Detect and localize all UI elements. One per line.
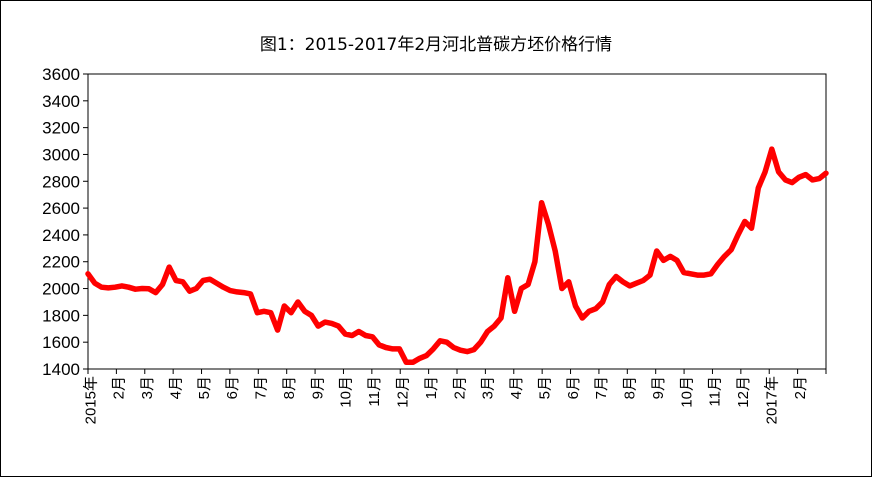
y-tick-label: 3400 xyxy=(42,92,80,111)
y-tick-label: 3000 xyxy=(42,145,80,164)
x-tick-label: 4月 xyxy=(508,376,525,399)
x-axis-ticks: 2015年 2月 3月 4月 5月 6月 7月 8月 9月 10月 11月 12月 1月 2月 3月 4月 5月… xyxy=(82,369,827,424)
x-tick-label: 11月 xyxy=(707,376,724,407)
x-tick-label: 2月 xyxy=(792,376,809,399)
x-tick-label: 5月 xyxy=(196,376,213,399)
x-tick-label: 7月 xyxy=(593,376,610,399)
x-tick-label: 9月 xyxy=(309,376,326,399)
y-tick-label: 1400 xyxy=(42,360,80,379)
y-tick-label: 2400 xyxy=(42,226,80,245)
plot-area-border xyxy=(87,73,827,370)
x-tick-label: 9月 xyxy=(650,376,667,399)
x-tick-label: 11月 xyxy=(366,376,383,407)
price-series-line xyxy=(85,146,829,366)
x-tick-label: 2017年 xyxy=(763,376,780,424)
series-layer xyxy=(85,146,829,366)
x-tick-label: 8月 xyxy=(281,376,298,399)
x-tick-label: 6月 xyxy=(565,376,582,399)
y-tick-label: 1600 xyxy=(42,333,80,352)
x-tick-label: 2月 xyxy=(111,376,128,399)
y-axis-ticks: 1400 1600 1800 2000 2200 2400 2600 2800 3000 3200… xyxy=(42,65,88,379)
y-tick-label: 1800 xyxy=(42,306,80,325)
x-tick-label: 3月 xyxy=(139,376,156,399)
chart-title: 图1：2015-2017年2月河北普碳方坯价格行情 xyxy=(259,35,613,55)
x-tick-label: 3月 xyxy=(480,376,497,399)
x-tick-label: 6月 xyxy=(224,376,241,399)
y-tick-label: 2800 xyxy=(42,172,80,191)
x-tick-label: 5月 xyxy=(536,376,553,399)
y-tick-label: 2000 xyxy=(42,280,80,299)
x-tick-label: 4月 xyxy=(167,376,184,399)
x-tick-label: 2月 xyxy=(451,376,468,399)
y-tick-label: 2600 xyxy=(42,199,80,218)
x-tick-label: 2015年 xyxy=(82,376,99,424)
x-tick-label: 12月 xyxy=(394,376,411,408)
x-tick-label: 12月 xyxy=(735,376,752,408)
y-tick-label: 2200 xyxy=(42,253,80,272)
x-tick-label: 10月 xyxy=(338,376,355,408)
y-tick-label: 3200 xyxy=(42,119,80,138)
y-tick-label: 3600 xyxy=(42,65,80,84)
x-tick-label: 7月 xyxy=(253,376,270,399)
x-tick-label: 8月 xyxy=(622,376,639,399)
axes xyxy=(87,73,827,370)
x-tick-label: 10月 xyxy=(678,376,695,408)
x-tick-label: 1月 xyxy=(423,376,440,399)
